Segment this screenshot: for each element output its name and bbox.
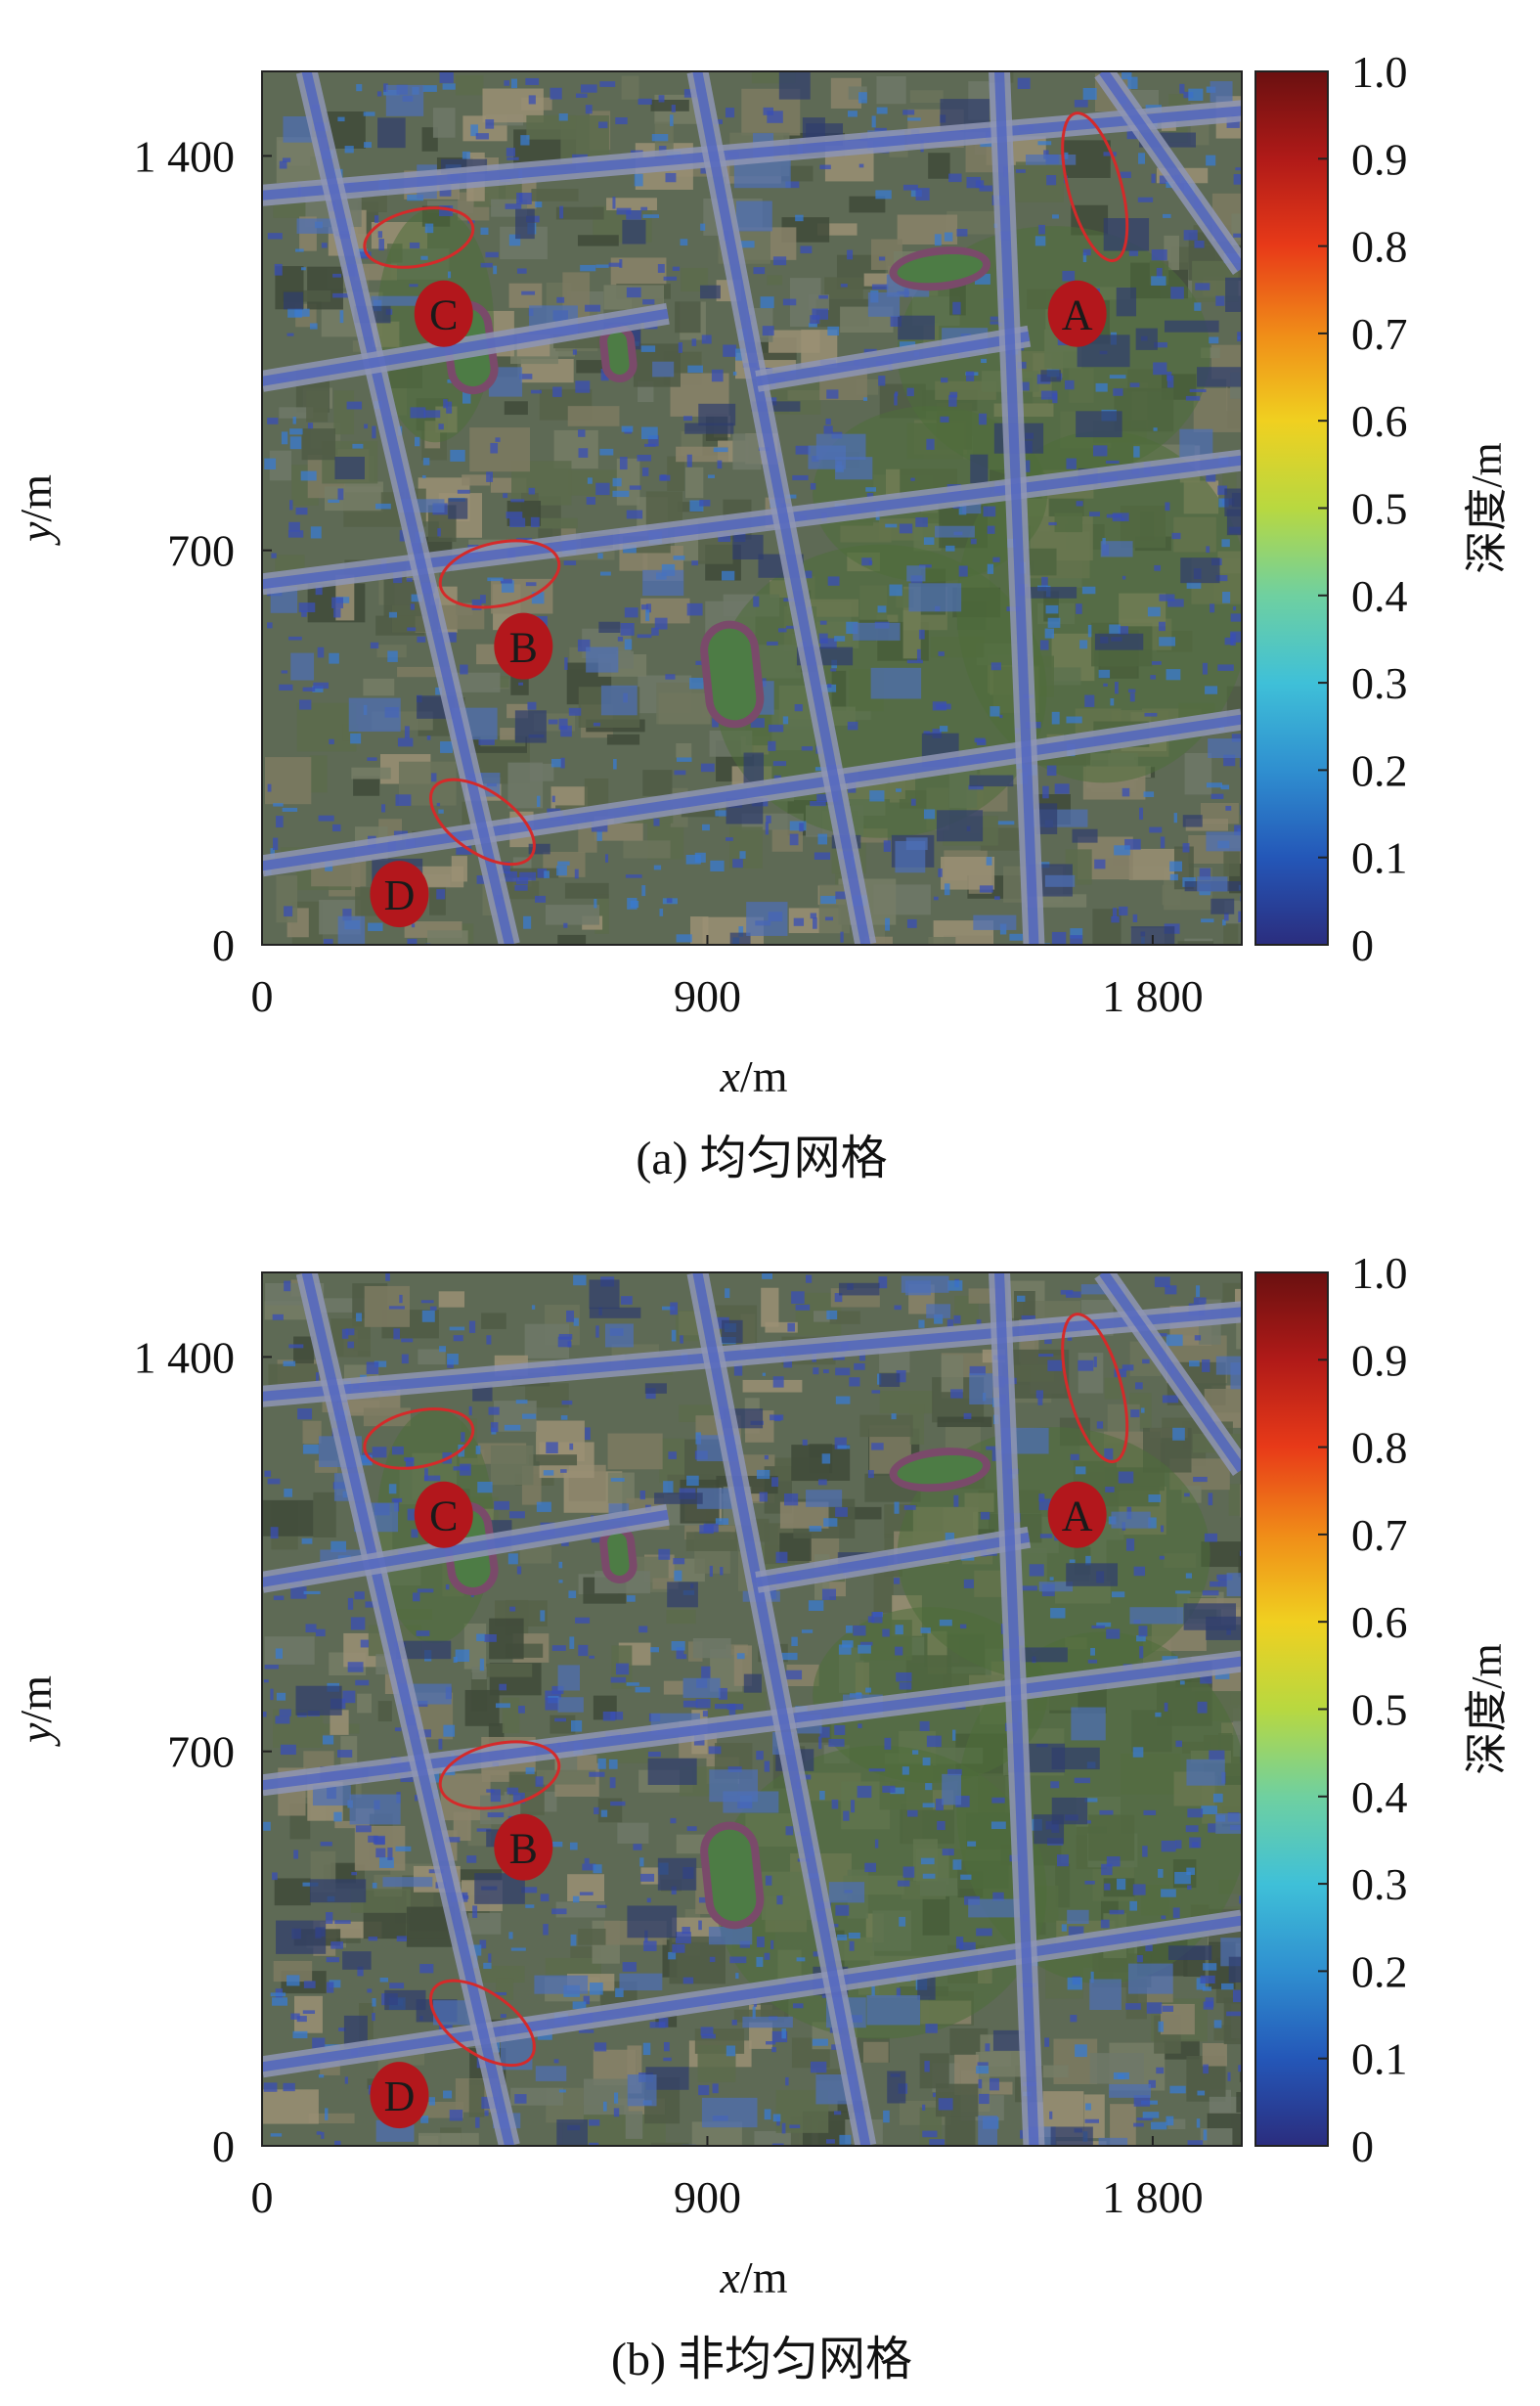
y-axis-label: y/m bbox=[11, 1675, 61, 1747]
marker-c bbox=[414, 1481, 473, 1548]
y-tick-label: 0 bbox=[212, 920, 235, 970]
marker-c bbox=[414, 280, 473, 347]
highlight-ellipse bbox=[1061, 1313, 1129, 1464]
colorbar-tick-label: 0.2 bbox=[1351, 745, 1408, 795]
colorbar-tick-label: 0.7 bbox=[1351, 1510, 1408, 1560]
colorbar-label: 深度/m bbox=[1463, 1643, 1511, 1774]
colorbar-tick-label: 0 bbox=[1351, 920, 1374, 970]
highlight-ellipse bbox=[428, 1979, 536, 2068]
colorbar-tick-label: 0.9 bbox=[1351, 134, 1408, 184]
x-tick-label: 1 800 bbox=[1102, 971, 1204, 1021]
colorbar-tick-label: 0.4 bbox=[1351, 1772, 1408, 1822]
y-tick-label: 0 bbox=[212, 2121, 235, 2171]
marker-label: A bbox=[1062, 291, 1093, 339]
colorbar-tick-label: 0.3 bbox=[1351, 1859, 1408, 1909]
marker-b bbox=[494, 1813, 553, 1881]
x-tick-label: 0 bbox=[251, 971, 274, 1021]
y-tick-label: 700 bbox=[167, 526, 235, 576]
marker-label: B bbox=[509, 1825, 538, 1873]
map-background bbox=[262, 71, 1242, 945]
highlight-ellipse bbox=[438, 539, 561, 609]
y-tick-label: 700 bbox=[167, 1727, 235, 1777]
map-background bbox=[262, 1272, 1242, 2146]
colorbar-tick-label: 0.6 bbox=[1351, 1597, 1408, 1647]
marker-d bbox=[370, 861, 429, 928]
colorbar-tick-label: 0.4 bbox=[1351, 571, 1408, 621]
figure-caption: (b) 非均匀网格 bbox=[611, 2334, 912, 2385]
colorbar-tick-label: 0.1 bbox=[1351, 2034, 1408, 2084]
highlight-ellipse bbox=[438, 1740, 561, 1810]
colorbar-tick-label: 0.1 bbox=[1351, 833, 1408, 883]
marker-label: A bbox=[1062, 1493, 1093, 1540]
colorbar-tick-label: 0.5 bbox=[1351, 1685, 1408, 1735]
x-tick-label: 0 bbox=[251, 2172, 274, 2222]
y-axis-label: y/m bbox=[11, 474, 61, 546]
colorbar-tick-label: 0.8 bbox=[1351, 222, 1408, 272]
colorbar-label: 深度/m bbox=[1463, 442, 1511, 573]
colorbar-tick-label: 1.0 bbox=[1351, 47, 1408, 97]
marker-label: D bbox=[384, 871, 416, 919]
marker-a bbox=[1047, 280, 1107, 347]
colorbar bbox=[1254, 70, 1329, 946]
colorbar bbox=[1254, 1271, 1329, 2147]
marker-b bbox=[494, 612, 553, 680]
marker-label: C bbox=[429, 1493, 458, 1540]
colorbar-tick-label: 0.3 bbox=[1351, 658, 1408, 708]
y-tick-label: 1 400 bbox=[134, 1332, 236, 1382]
colorbar-tick-label: 0 bbox=[1351, 2121, 1374, 2171]
chart-svg: 0 900 1 800 0 700 1 400 x/m y/m A B C D 0 0.1 0.2 0.3 0.… bbox=[11, 47, 1511, 1184]
plot-frame bbox=[261, 70, 1243, 946]
highlight-ellipse bbox=[428, 778, 536, 867]
highlight-ellipse bbox=[1061, 111, 1129, 263]
x-axis-label: x/m bbox=[720, 2252, 788, 2302]
marker-a bbox=[1047, 1481, 1107, 1548]
colorbar-tick-label: 0.7 bbox=[1351, 309, 1408, 359]
x-axis-label: x/m bbox=[720, 1051, 788, 1101]
x-tick-label: 900 bbox=[674, 2172, 741, 2222]
plot-frame bbox=[261, 1271, 1243, 2147]
marker-label: D bbox=[384, 2072, 416, 2120]
highlight-ellipse bbox=[363, 1407, 475, 1470]
figure-caption: (a) 均匀网格 bbox=[636, 1133, 887, 1184]
colorbar-tick-label: 0.5 bbox=[1351, 484, 1408, 534]
colorbar-tick-label: 0.2 bbox=[1351, 1946, 1408, 1996]
marker-d bbox=[370, 2062, 429, 2129]
figure-b: 0 900 1 800 0 700 1 400 x/m y/m A B C D 0 0.1 0.2 0.3 0.… bbox=[0, 1201, 1540, 2402]
colorbar-tick-label: 0.6 bbox=[1351, 396, 1408, 446]
figure-a: 0 900 1 800 0 700 1 400 x/m y/m A B C D 0 0.1 0.2 0.3 0.… bbox=[0, 0, 1540, 1201]
x-tick-label: 900 bbox=[674, 971, 741, 1021]
marker-label: C bbox=[429, 291, 458, 339]
colorbar-tick-label: 1.0 bbox=[1351, 1248, 1408, 1298]
x-tick-label: 1 800 bbox=[1102, 2172, 1204, 2222]
highlight-ellipse bbox=[363, 206, 475, 269]
colorbar-tick-label: 0.9 bbox=[1351, 1335, 1408, 1385]
y-tick-label: 1 400 bbox=[134, 131, 236, 181]
marker-label: B bbox=[509, 624, 538, 672]
chart-svg: 0 900 1 800 0 700 1 400 x/m y/m A B C D 0 0.1 0.2 0.3 0.… bbox=[11, 1248, 1511, 2385]
colorbar-tick-label: 0.8 bbox=[1351, 1423, 1408, 1473]
